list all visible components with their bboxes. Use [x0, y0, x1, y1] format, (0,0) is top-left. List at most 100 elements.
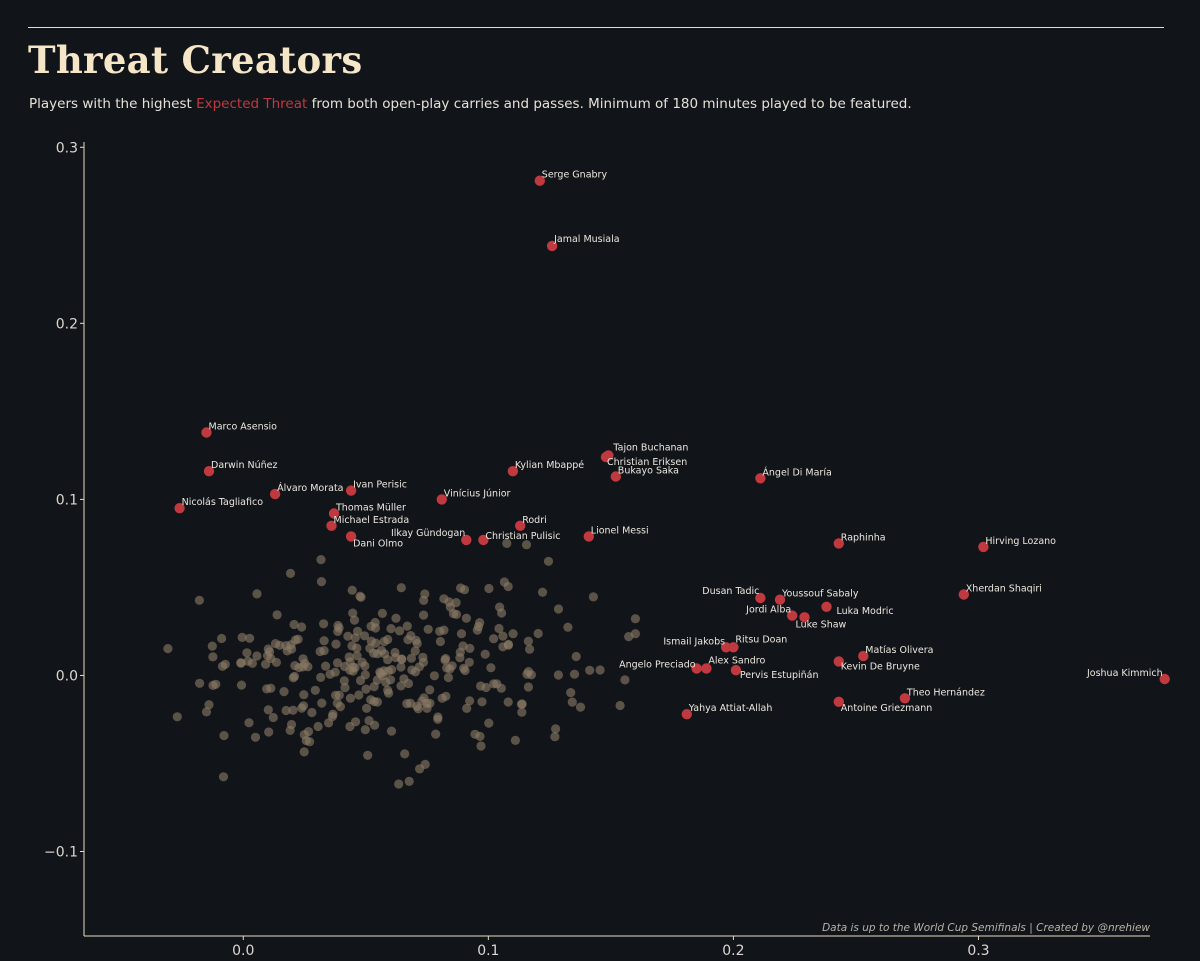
background-point: [348, 608, 358, 618]
highlighted-point: [728, 642, 739, 653]
highlighted-point: [201, 427, 212, 438]
background-point: [340, 683, 350, 693]
point-label: Bukayo Saka: [618, 466, 679, 477]
point-label: Rodri: [522, 515, 547, 526]
background-point: [624, 632, 634, 642]
background-point: [400, 749, 410, 759]
background-point: [300, 658, 310, 669]
background-point: [419, 610, 429, 620]
background-point: [172, 712, 182, 722]
background-point: [405, 698, 415, 708]
y-tick-label: 0.2: [56, 316, 78, 332]
background-point: [494, 623, 504, 634]
background-point: [242, 648, 252, 658]
background-point: [439, 594, 449, 604]
point-label: Antoine Griezmann: [841, 703, 932, 714]
point-label: Xherdan Shaqiri: [966, 584, 1042, 595]
background-point: [237, 632, 247, 643]
background-point: [458, 641, 468, 651]
background-point: [219, 731, 229, 741]
background-point: [385, 675, 396, 685]
background-point: [301, 735, 311, 746]
background-point: [347, 641, 357, 651]
background-point: [630, 614, 641, 624]
background-point: [288, 673, 298, 683]
y-tick-label: 0.1: [56, 492, 78, 508]
subtitle-text-after: from both open-play carries and passes. …: [307, 96, 912, 112]
background-point: [310, 685, 320, 695]
background-point: [484, 718, 494, 728]
point-label: Jamal Musiala: [553, 234, 619, 245]
background-point: [264, 727, 274, 737]
highlighted-point: [799, 612, 810, 623]
background-point: [433, 712, 443, 722]
background-point: [537, 587, 548, 597]
highlighted-point: [755, 592, 766, 604]
background-point: [331, 639, 341, 649]
point-label: Yahya Attiat-Allah: [688, 703, 773, 714]
background-point: [399, 674, 409, 684]
point-label: Christian Pulisic: [485, 531, 560, 542]
background-point: [317, 698, 327, 708]
highlighted-point: [461, 534, 472, 546]
background-point: [503, 697, 513, 707]
background-point: [372, 675, 382, 685]
background-point: [553, 670, 564, 680]
background-point: [217, 633, 227, 644]
background-point: [195, 678, 205, 688]
background-point: [533, 628, 543, 639]
top-rule: [28, 27, 1164, 28]
background-point: [413, 704, 423, 714]
background-point: [420, 759, 430, 770]
background-point: [396, 681, 406, 691]
background-point: [489, 634, 499, 644]
point-label: Alex Sandro: [708, 655, 765, 666]
background-point: [365, 643, 375, 653]
highlighted-point: [610, 471, 621, 482]
background-point: [328, 709, 338, 719]
background-point: [395, 626, 405, 636]
background-point: [207, 641, 217, 651]
background-point: [268, 712, 278, 723]
point-label: Ritsu Doan: [735, 634, 787, 645]
background-point: [459, 663, 469, 673]
background-point: [250, 732, 261, 742]
background-point: [266, 683, 276, 693]
point-label: Raphinha: [841, 532, 886, 543]
background-point: [588, 592, 599, 602]
point-label: Christian Eriksen: [607, 457, 687, 468]
highlighted-point: [436, 494, 447, 505]
background-point: [386, 726, 397, 736]
background-point: [316, 555, 326, 565]
background-point: [330, 667, 340, 677]
background-point: [465, 696, 475, 706]
background-point: [423, 624, 433, 634]
background-point: [208, 652, 218, 662]
point-label: Vinícius Júnior: [444, 488, 511, 499]
highlighted-point: [515, 520, 526, 531]
background-point: [281, 705, 291, 716]
background-point: [383, 634, 393, 645]
background-point: [285, 568, 296, 579]
background-point: [396, 583, 406, 593]
background-point: [347, 585, 357, 595]
background-point: [523, 667, 534, 677]
highlighted-point: [730, 665, 742, 676]
background-point: [394, 779, 404, 789]
background-point: [201, 707, 212, 717]
background-point: [356, 592, 366, 602]
background-point: [497, 608, 507, 618]
background-point: [481, 682, 491, 693]
background-point: [473, 621, 484, 632]
background-point: [204, 700, 214, 710]
background-point: [523, 682, 534, 692]
highlighted-point: [701, 663, 712, 674]
background-point: [359, 631, 370, 641]
point-label: Luke Shaw: [796, 619, 847, 630]
background-point: [410, 646, 420, 656]
background-point: [391, 652, 401, 663]
background-point: [194, 595, 204, 605]
background-point: [615, 700, 625, 711]
background-point: [218, 772, 229, 782]
point-label: Darwin Núñez: [211, 460, 277, 471]
